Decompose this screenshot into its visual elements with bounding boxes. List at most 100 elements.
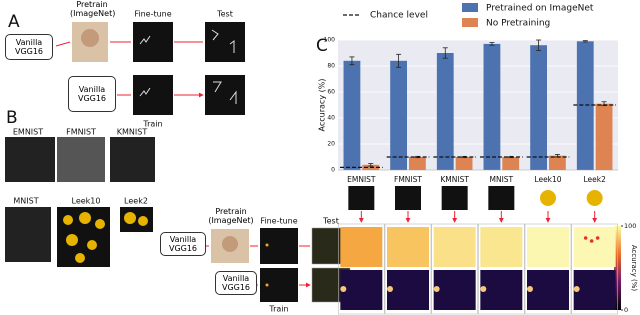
y-axis-label: Accuracy (%) [318,79,327,132]
y-tick-label: 20 [327,141,335,148]
image-grid [110,137,155,182]
y-tick-label: 60 [327,89,335,96]
dataset-label: MNIST [13,197,38,206]
y-tick-label: 100 [324,37,336,44]
image [205,75,245,115]
leek-icon [540,190,556,206]
heatmap [573,270,616,310]
heatmap-frame [431,223,478,315]
heatmap [480,270,523,310]
label: Train [142,120,162,129]
dataset-label: FMNIST [66,128,96,137]
heatmap-spot [387,286,393,292]
digit-strokes [139,29,237,104]
label: Fine-tune [260,217,297,226]
image [133,22,173,62]
heatmap [573,227,616,267]
x-tick-label: FMNIST [394,175,422,184]
image [260,228,298,264]
x-tick-label: Leek10 [534,175,561,184]
bar [576,41,594,170]
label: Test [216,10,233,19]
model-box: Vanilla VGG16 [5,34,53,60]
label: Test [322,217,339,226]
heatmap-frame [384,223,432,315]
heatmap-frame [338,223,385,315]
bar [436,53,454,170]
dot [265,243,269,247]
panel-letter: C [316,36,328,56]
y-tick-label: 0 [331,167,335,174]
image [133,75,173,115]
label: Pretrain (ImageNet) [70,0,116,18]
bar [390,60,407,170]
dataset-label: KMNIST [117,128,148,137]
legend-label: No Pretraining [486,19,550,29]
colorbar-tick-label: 0 [624,306,628,314]
colorbar-label: Accuracy (%) [630,245,638,292]
image-grid [5,137,55,182]
heatmap [340,227,383,267]
dataset-icon [348,186,375,210]
label: Pretrain (ImageNet) [208,207,254,225]
heatmap-frame [524,223,572,315]
model-box: Vanilla VGG16 [215,271,257,295]
dataset-icon [488,186,515,210]
colorbar-tick-label: 100 [624,222,636,230]
heatmap [433,227,476,267]
bar [343,60,361,170]
heatmap-spot [480,286,487,292]
bar [549,155,566,170]
x-tick-label: EMNIST [347,175,376,184]
arrows [206,245,310,285]
bar [409,157,426,170]
bar [483,43,501,170]
heatmap [480,227,523,267]
model-box: Vanilla VGG16 [68,76,116,112]
heatmap-spot [595,236,600,240]
heatmap [387,227,429,267]
bar [595,103,613,170]
heatmap-spot [340,286,347,292]
image-grid [57,137,105,182]
bar [530,45,547,171]
heatmap-spot [589,239,594,243]
legend-swatch [462,18,478,27]
heatmap [527,270,569,310]
arrows [55,41,203,95]
x-tick-label: MNIST [490,175,514,184]
legend-swatch [462,3,478,12]
dataset-label: Leek2 [124,197,148,206]
y-tick-label: 80 [327,63,335,70]
plot-area [338,40,618,170]
label: Train [268,305,288,314]
bar [502,157,520,170]
legend-label: Chance level [370,11,428,21]
dot [265,283,269,287]
photo-detail [81,29,99,47]
dataset-icon [441,186,468,210]
dataset-label: EMNIST [13,128,43,137]
heatmap [387,270,429,310]
panel-letter: A [8,12,20,32]
y-tick-label: 40 [327,115,335,122]
x-tick-label: Leek2 [583,175,606,184]
dataset-icon [395,186,421,210]
heatmap-spot [433,286,440,292]
heatmap-spot [583,236,588,240]
model-box: Vanilla VGG16 [160,232,206,256]
leek-shapes [63,212,148,263]
leek-icon [586,190,603,206]
image [205,22,245,62]
label: Fine-tune [134,10,171,19]
heatmap [340,270,383,310]
heatmap-frame [571,223,618,315]
bar [455,157,473,170]
dataset-label: Leek10 [72,197,101,206]
x-tick-label: KMNIST [440,175,469,184]
panel-letter: B [6,108,18,128]
image-grid [5,207,51,262]
heatmap-frame [478,223,525,315]
